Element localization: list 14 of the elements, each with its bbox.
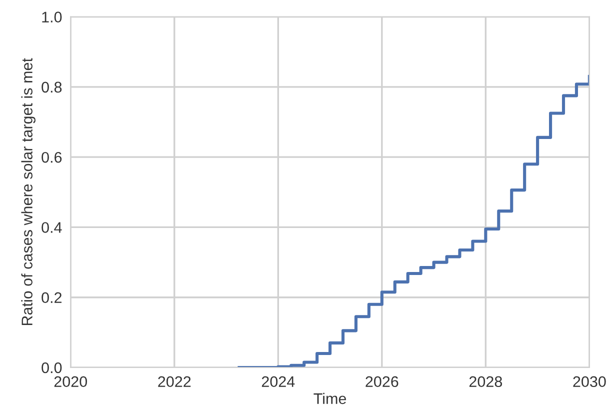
y-tick-label: 0.0 (42, 362, 62, 374)
x-tick-label: 2024 (262, 376, 295, 388)
y-tick-label: 1.0 (42, 12, 62, 22)
y-tick-label: 0.6 (42, 152, 62, 163)
x-tick-label: 2020 (54, 376, 88, 388)
x-tick-label: 2026 (366, 376, 398, 388)
x-tick-label: 2022 (158, 376, 191, 388)
y-tick-label: 0.8 (42, 82, 62, 93)
y-tick-label: 0.4 (42, 222, 62, 233)
x-tick-label: 2028 (469, 376, 502, 388)
y-axis-title: Ratio of cases where solar target is met (21, 58, 36, 326)
x-tick-label: 2030 (573, 376, 606, 388)
x-axis-title: Time (314, 392, 346, 404)
y-tick-label: 0.2 (42, 292, 62, 304)
